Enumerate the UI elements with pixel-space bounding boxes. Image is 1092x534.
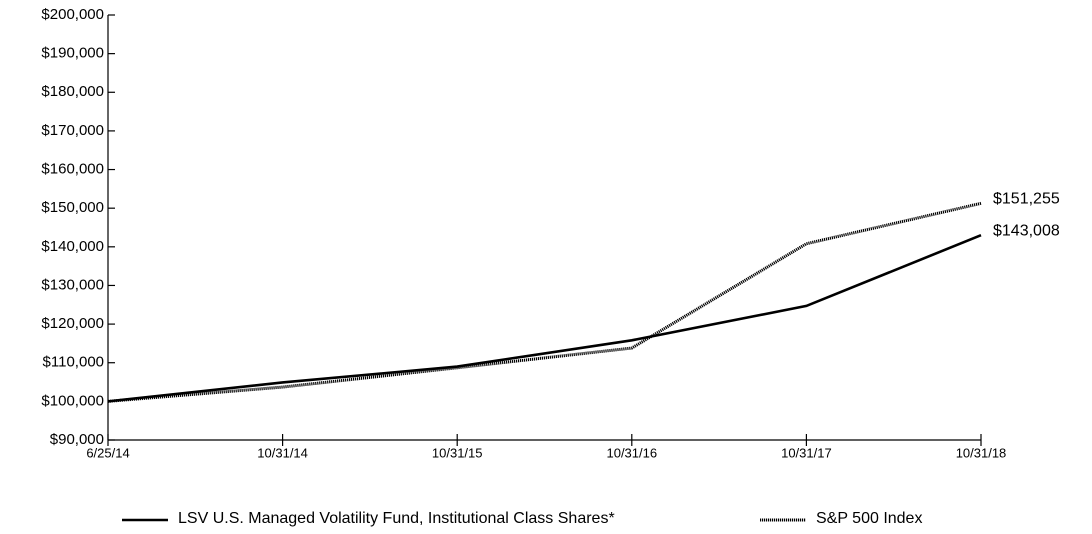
x-tick-label: 10/31/16	[606, 445, 657, 460]
x-tick-label: 10/31/18	[956, 445, 1007, 460]
y-tick-label: $180,000	[41, 83, 104, 100]
series-line	[107, 233, 982, 403]
y-tick-label: $170,000	[41, 122, 104, 139]
y-tick-label: $160,000	[41, 161, 104, 178]
y-tick-label: $100,000	[41, 392, 104, 409]
x-tick-label: 10/31/14	[257, 445, 308, 460]
y-tick-label: $110,000	[43, 354, 104, 371]
y-tick-label: $130,000	[41, 276, 104, 293]
value-label: $151,255	[993, 191, 1060, 208]
series-line	[107, 201, 982, 403]
x-tick-label: 6/25/14	[86, 445, 129, 460]
y-tick-label: $200,000	[41, 6, 104, 23]
legend-label: S&P 500 Index	[816, 510, 922, 527]
x-tick-label: 10/31/15	[432, 445, 483, 460]
y-tick-label: $90,000	[50, 431, 104, 448]
value-label: $143,008	[993, 222, 1060, 239]
y-tick-label: $150,000	[41, 199, 104, 216]
x-tick-label: 10/31/17	[781, 445, 832, 460]
y-tick-label: $190,000	[41, 45, 104, 62]
y-tick-label: $140,000	[41, 238, 104, 255]
y-tick-label: $120,000	[41, 315, 104, 332]
legend-label: LSV U.S. Managed Volatility Fund, Instit…	[178, 510, 615, 527]
